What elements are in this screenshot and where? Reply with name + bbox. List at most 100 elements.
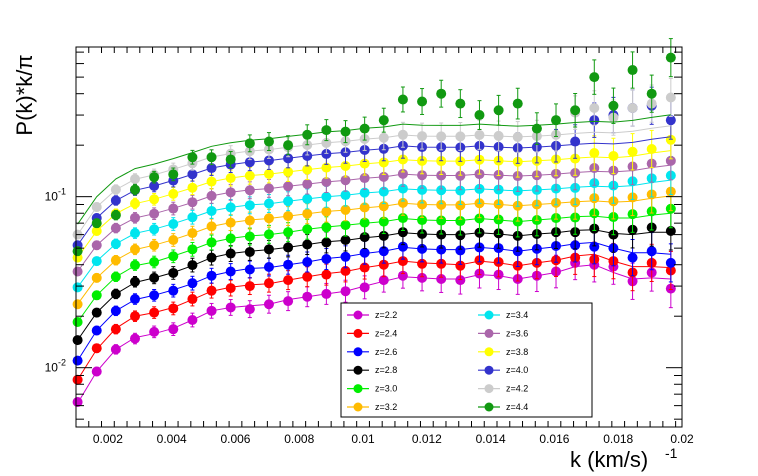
data-point <box>397 270 408 281</box>
data-point <box>397 94 408 105</box>
legend-label: z=4.4 <box>506 402 528 412</box>
data-point <box>436 229 447 240</box>
data-point <box>397 197 408 208</box>
data-point <box>130 333 141 344</box>
data-point <box>436 215 447 226</box>
data-point <box>417 170 428 181</box>
legend-marker <box>353 328 363 338</box>
data-point <box>263 155 274 166</box>
data-point <box>263 213 274 224</box>
data-point <box>512 131 523 142</box>
data-point <box>359 202 370 213</box>
data-point <box>283 181 294 192</box>
data-point <box>168 169 179 180</box>
data-point <box>110 288 121 299</box>
data-point <box>130 244 141 255</box>
data-point <box>302 164 313 175</box>
x-tick-label: 0.004 <box>157 432 187 446</box>
data-point <box>244 246 255 257</box>
data-point <box>512 98 523 109</box>
data-point <box>627 65 638 76</box>
data-point <box>321 177 332 188</box>
data-point <box>321 237 332 248</box>
series-layer <box>72 38 676 408</box>
data-point <box>340 286 351 297</box>
x-tick-label: 0.01 <box>351 432 375 446</box>
legend-label: z=3.8 <box>506 347 528 357</box>
data-point <box>149 256 160 267</box>
legend-entry: z=3.6 <box>478 328 528 338</box>
data-point <box>206 285 217 296</box>
y-tick-label-exponent: -1 <box>58 187 66 197</box>
data-point <box>665 52 676 63</box>
data-point <box>72 282 83 293</box>
data-point <box>168 203 179 214</box>
data-point <box>646 246 657 257</box>
data-point <box>72 335 83 346</box>
data-point <box>417 228 428 239</box>
data-point <box>130 294 141 305</box>
data-point <box>130 276 141 287</box>
data-point <box>321 125 332 136</box>
data-point <box>417 96 428 107</box>
data-point <box>168 188 179 199</box>
data-point <box>359 262 370 273</box>
data-point <box>378 246 389 257</box>
data-point <box>149 307 160 318</box>
data-point <box>187 278 198 289</box>
data-point <box>646 88 657 99</box>
data-point <box>378 171 389 182</box>
data-point <box>359 123 370 134</box>
data-point <box>397 183 408 194</box>
data-point <box>436 258 447 269</box>
data-point <box>378 132 389 143</box>
data-point <box>168 285 179 296</box>
data-point <box>455 200 466 211</box>
data-point <box>321 269 332 280</box>
data-point <box>187 260 198 271</box>
data-point <box>340 175 351 186</box>
data-point <box>130 212 141 223</box>
data-point <box>91 290 102 301</box>
data-point <box>397 256 408 267</box>
legend-label: z=2.2 <box>375 310 397 320</box>
data-point <box>417 215 428 226</box>
data-point <box>110 223 121 234</box>
data-point <box>130 311 141 322</box>
x-tick-label: 0.008 <box>284 432 314 446</box>
data-point <box>187 228 198 239</box>
data-point <box>455 275 466 286</box>
legend-label: z=2.6 <box>375 347 397 357</box>
data-point <box>206 305 217 316</box>
data-point <box>340 126 351 137</box>
data-point <box>378 186 389 197</box>
data-point <box>302 179 313 190</box>
y-axis-title: P(k)*k/π <box>12 54 37 135</box>
data-point <box>665 257 676 268</box>
legend-marker <box>353 384 363 394</box>
data-point <box>72 266 83 277</box>
legend-marker <box>484 402 494 412</box>
data-point <box>378 157 389 168</box>
data-point <box>455 260 466 271</box>
data-point <box>474 129 485 140</box>
data-point <box>187 152 198 163</box>
data-point <box>302 193 313 204</box>
data-point <box>72 316 83 327</box>
y-tick-label-exponent: -2 <box>58 358 66 368</box>
data-point <box>130 174 141 185</box>
data-point <box>417 199 428 210</box>
data-point <box>397 227 408 238</box>
data-point <box>589 102 600 113</box>
data-point <box>302 224 313 235</box>
data-point <box>225 217 236 228</box>
data-point <box>91 218 102 229</box>
data-point <box>417 184 428 195</box>
data-point <box>340 160 351 171</box>
data-point <box>321 254 332 265</box>
legend-entries: z=2.2 z=2.4 z=2.6 z=2.8 z=3.0 z=3.2 z=3.4 z=3.6… <box>347 310 528 412</box>
data-point <box>397 129 408 140</box>
data-point <box>149 240 160 251</box>
axis-layer: 0.002 0.004 0.006 0.008 0.01 0.012 0.014 0.016 0… <box>45 47 694 446</box>
